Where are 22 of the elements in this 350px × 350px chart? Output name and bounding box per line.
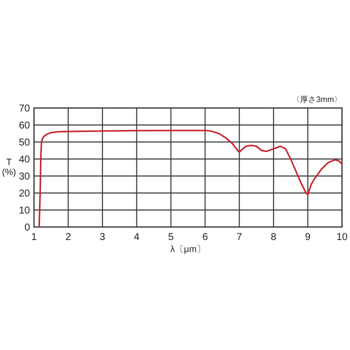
x-tick-label: 1 — [31, 232, 38, 243]
x-tick-label: 2 — [65, 232, 72, 243]
y-tick-label: 40 — [18, 154, 30, 166]
line-series — [38, 130, 343, 228]
x-tick-label: 8 — [270, 232, 277, 243]
y-axis-title: T (%) — [2, 157, 16, 177]
y-tick-label: 0 — [24, 222, 30, 234]
x-tick-label: 5 — [168, 232, 174, 243]
x-tick-label: 3 — [100, 232, 106, 243]
x-tick-label: 4 — [134, 232, 140, 243]
x-tick-label: 7 — [236, 232, 243, 243]
y-tick-label: 70 — [18, 104, 30, 114]
y-tick-label: 50 — [18, 138, 30, 148]
x-tick-label: 6 — [202, 232, 208, 243]
x-tick-label: 10 — [336, 232, 348, 243]
y-tick-label: 30 — [18, 172, 30, 182]
x-tick-label: 9 — [304, 232, 311, 243]
y-tick-label: 20 — [18, 188, 30, 200]
y-tick-label: 10 — [18, 206, 30, 216]
x-axis-title: λ〔μm〕 — [170, 244, 206, 254]
text: 〈厚さ3mm〉 — [292, 95, 342, 104]
y-tick-label: 60 — [18, 120, 30, 132]
